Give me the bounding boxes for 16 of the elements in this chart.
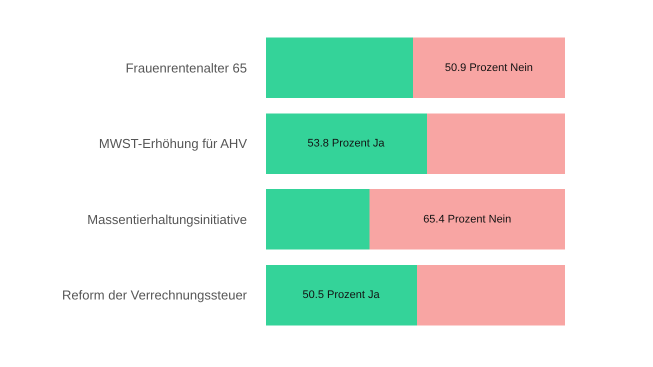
y-tick-label: Reform der Verrechnungssteuer — [62, 288, 248, 303]
bar — [266, 38, 413, 98]
data-label: 65.4 Prozent Nein — [423, 213, 512, 226]
y-tick-label: MWST-Erhöhung für AHV — [98, 136, 248, 152]
y-tick-label: Frauenrentenalter 65 — [126, 60, 247, 76]
bar — [266, 189, 370, 250]
bar — [266, 113, 427, 174]
data-label: 50.9 Prozent Nein — [444, 62, 533, 74]
y-tick-label: Massentierhaltungsinitiative — [87, 212, 247, 227]
bar — [412, 38, 565, 98]
bar — [369, 189, 565, 250]
bar — [266, 264, 417, 326]
bar — [426, 113, 565, 174]
data-label: 53.8 Prozent Ja — [307, 138, 386, 150]
bar — [417, 264, 565, 326]
data-label: 50.5 Prozent Ja — [302, 289, 380, 302]
